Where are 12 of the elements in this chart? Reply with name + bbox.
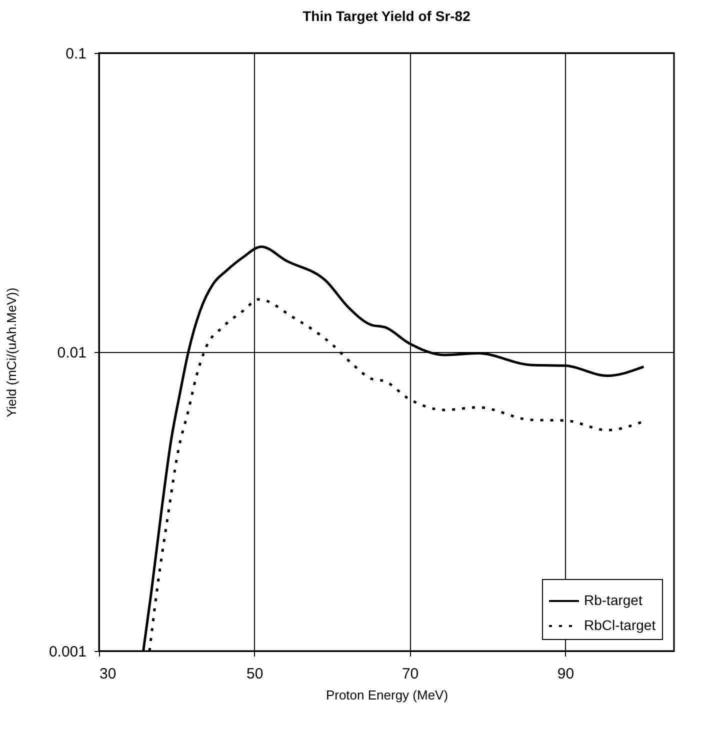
y-tick-label: 0.1: [66, 46, 86, 62]
x-tick-label: 30: [100, 666, 116, 682]
x-tick-label: 50: [246, 666, 264, 682]
y-tick-label: 0.001: [48, 644, 86, 660]
y-tick-label: 0.01: [57, 344, 86, 362]
y-axis-title: Yield (mCi/(uAh.MeV)): [4, 288, 19, 418]
x-tick-label: 90: [557, 666, 574, 682]
legend-label: RbCl-target: [584, 617, 656, 633]
legend-label: Rb-target: [584, 592, 642, 608]
chart-title: Thin Target Yield of Sr-82: [302, 8, 471, 24]
x-axis-title: Proton Energy (MeV): [326, 688, 448, 702]
x-tick-label: 70: [402, 666, 419, 682]
